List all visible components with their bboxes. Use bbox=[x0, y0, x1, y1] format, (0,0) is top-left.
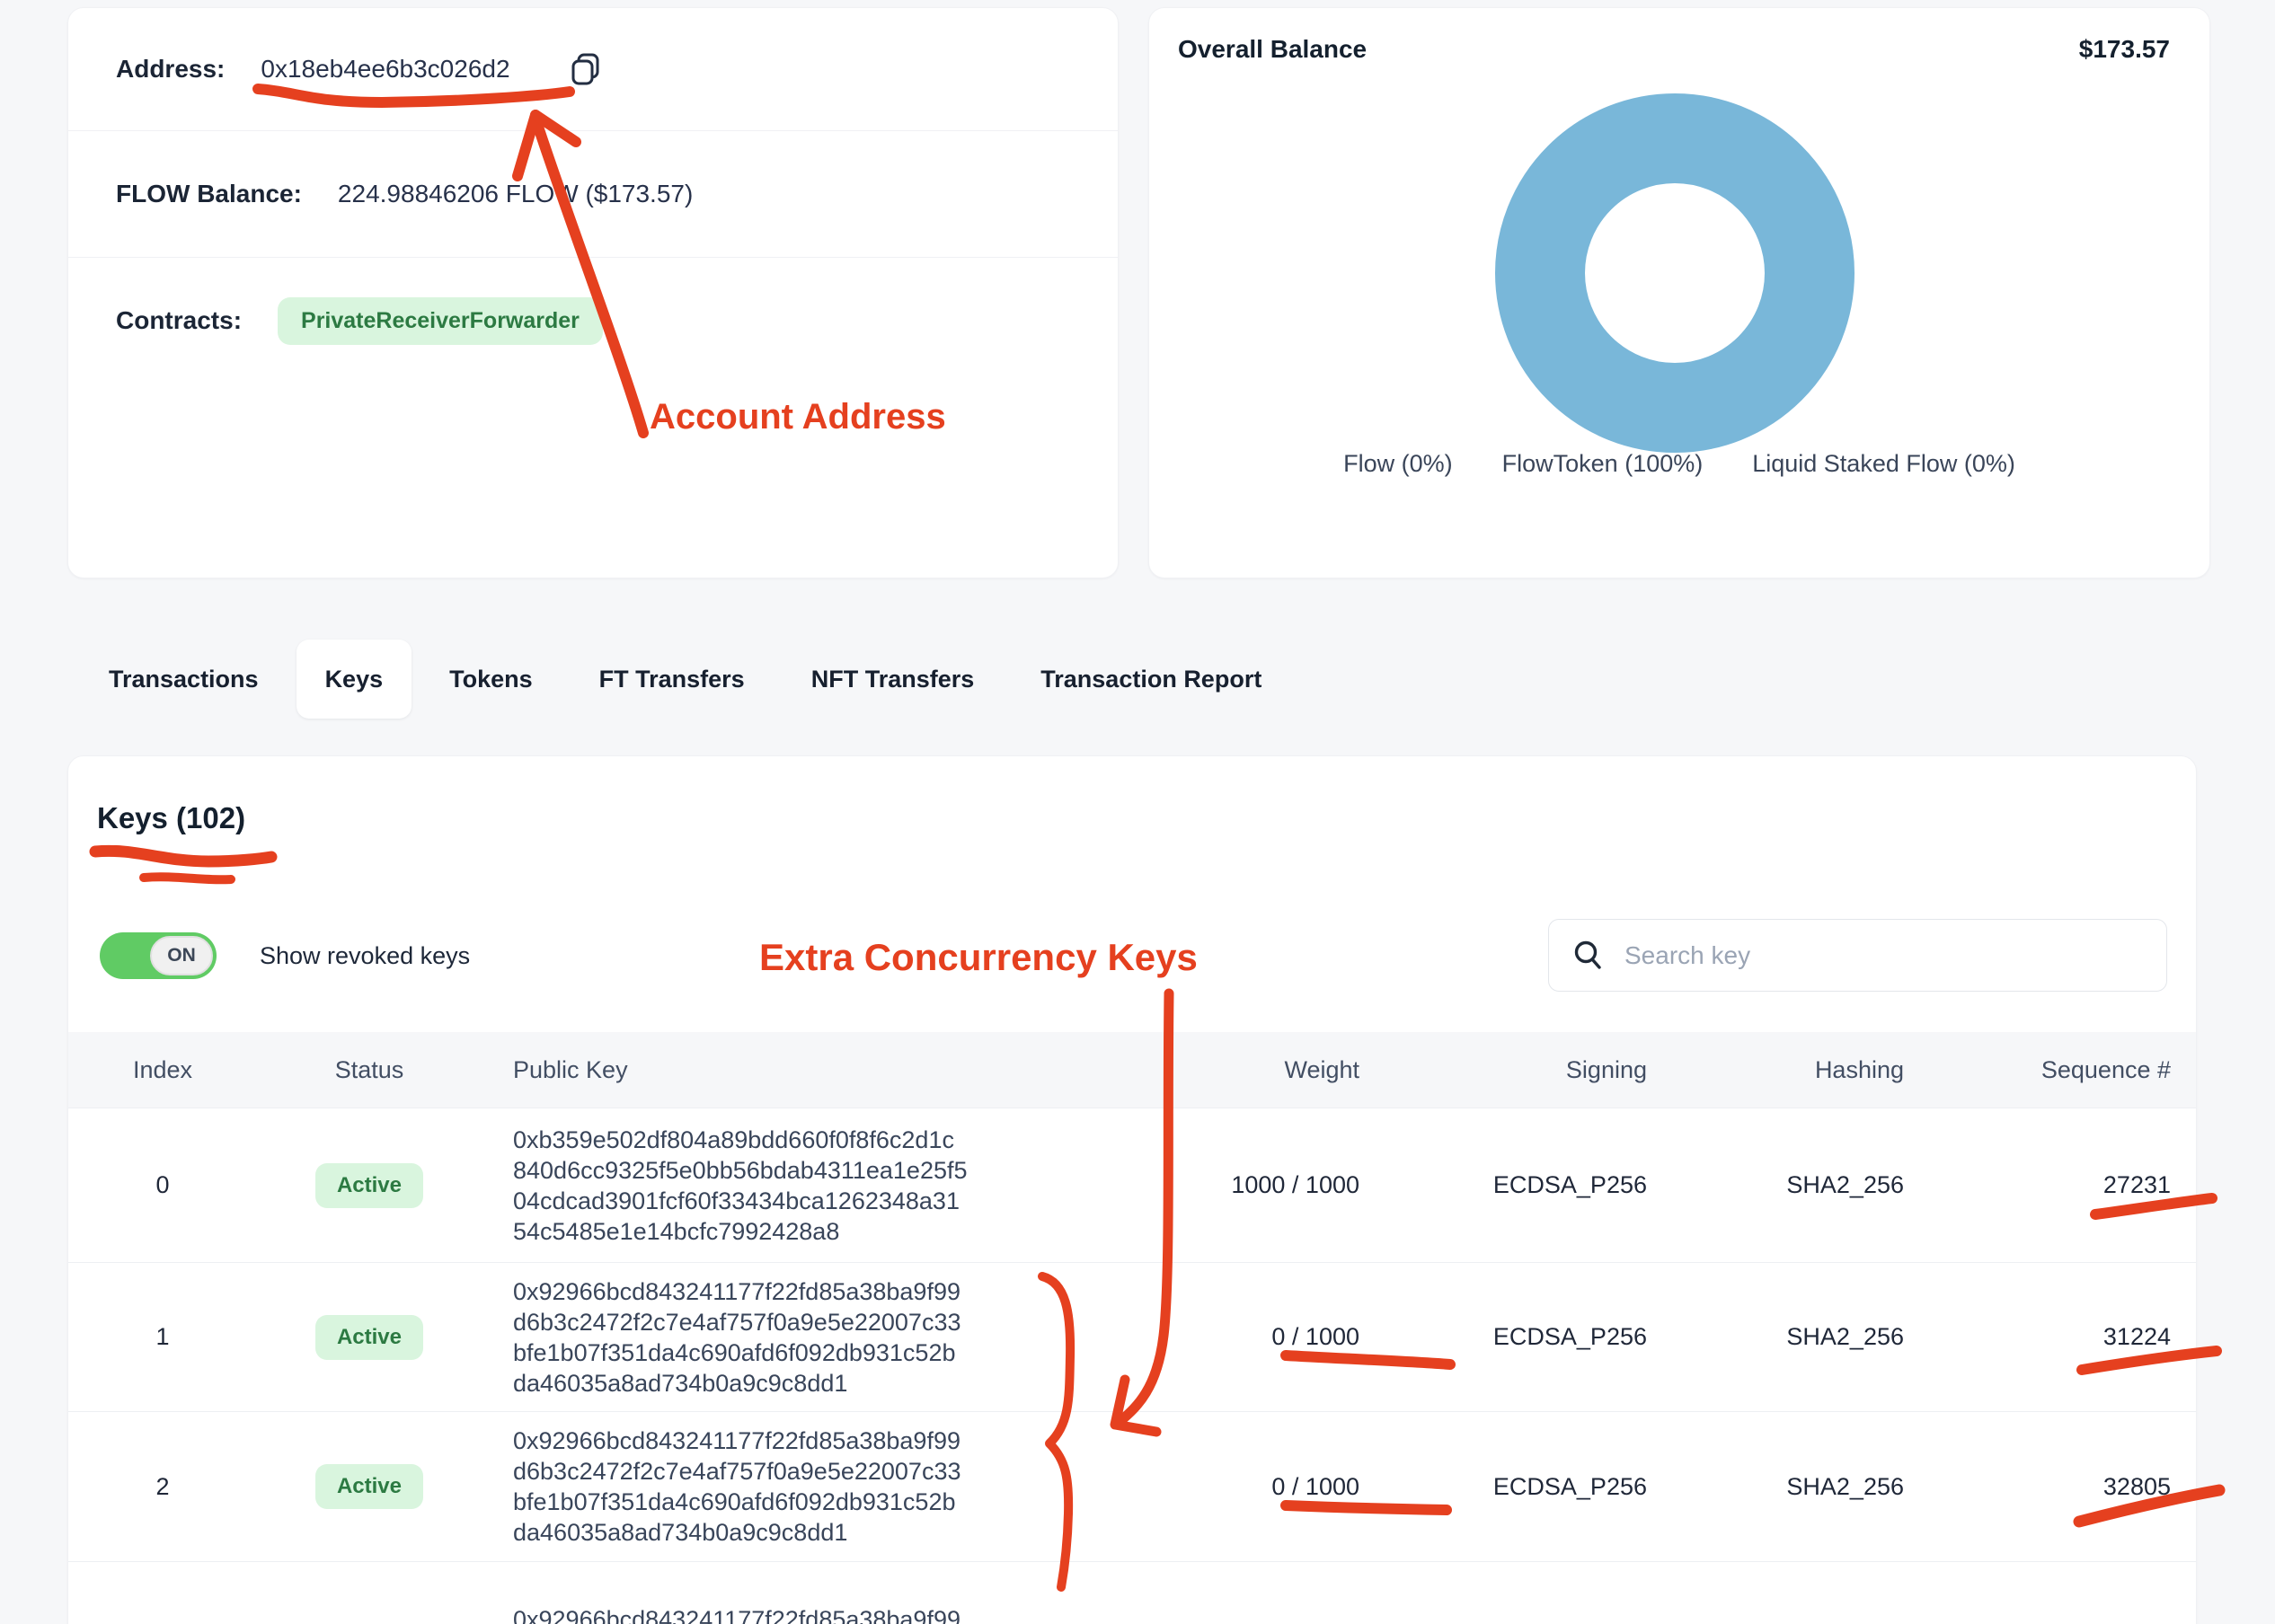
tab-keys[interactable]: Keys bbox=[296, 640, 412, 719]
status-badge: Active bbox=[314, 1464, 424, 1509]
key-sequence: 27231 bbox=[2102, 1171, 2171, 1198]
status-badge: Active bbox=[314, 1314, 424, 1360]
flow-balance-value: 224.98846206 FLOW ($173.57) bbox=[337, 180, 694, 207]
flow-balance-row: FLOW Balance: 224.98846206 FLOW ($173.57… bbox=[68, 131, 1118, 258]
key-weight: 0 / 1000 bbox=[1271, 1323, 1359, 1350]
table-row: 3 Active 0x92966bcd843241177f22fd85a38ba… bbox=[68, 1561, 2196, 1624]
keys-table-header: Index Status Public Key Weight Signing H… bbox=[68, 1032, 2196, 1108]
tab-transactions[interactable]: Transactions bbox=[109, 665, 259, 693]
key-hashing: SHA2_256 bbox=[1647, 1562, 1904, 1624]
keys-card: Keys (102) ON Show revoked keys Index St… bbox=[67, 755, 2197, 1624]
key-weight: 0 / 1000 bbox=[1271, 1472, 1359, 1500]
public-key: 0x92966bcd843241177f22fd85a38ba9f99 d6b3… bbox=[513, 1277, 961, 1397]
revoked-keys-toggle-row: ON Show revoked keys bbox=[100, 932, 470, 979]
key-index: 3 bbox=[68, 1562, 257, 1624]
balance-amount: $173.57 bbox=[2078, 35, 2170, 63]
tab-ft-transfers[interactable]: FT Transfers bbox=[598, 665, 745, 693]
key-hashing: SHA2_256 bbox=[1786, 1171, 1904, 1198]
col-index: Index bbox=[132, 1055, 193, 1083]
key-index: 1 bbox=[155, 1323, 170, 1350]
contracts-label: Contracts: bbox=[116, 306, 243, 334]
balance-card-title: Overall Balance bbox=[1178, 35, 1368, 63]
key-signing: ECDSA_P256 bbox=[1492, 1472, 1647, 1500]
key-index: 2 bbox=[155, 1472, 170, 1500]
col-weight: Weight bbox=[1284, 1055, 1359, 1083]
overall-balance-card: Overall Balance $173.57 Flow (0%) FlowTo… bbox=[1148, 7, 2210, 578]
show-revoked-keys-toggle[interactable]: ON bbox=[100, 932, 217, 979]
public-key: 0x92966bcd843241177f22fd85a38ba9f99 d6b3… bbox=[513, 1427, 961, 1546]
table-row: 2 Active 0x92966bcd843241177f22fd85a38ba… bbox=[68, 1411, 2196, 1561]
tab-tokens[interactable]: Tokens bbox=[449, 665, 533, 693]
key-index: 0 bbox=[155, 1171, 170, 1198]
key-signing: ECDSA_P256 bbox=[1492, 1323, 1647, 1350]
public-key: 0xb359e502df804a89bdd660f0f8f6c2d1c 840d… bbox=[513, 1125, 968, 1245]
keys-section-title: Keys (102) bbox=[97, 801, 246, 834]
tab-transaction-report[interactable]: Transaction Report bbox=[1040, 665, 1262, 693]
donut-segment-flowtoken bbox=[1495, 93, 1855, 453]
legend-item-liquid-staked-flow: Liquid Staked Flow (0%) bbox=[1752, 450, 2015, 477]
col-public-key: Public Key bbox=[513, 1055, 628, 1083]
keys-table: Index Status Public Key Weight Signing H… bbox=[68, 1032, 2196, 1624]
search-key-input[interactable] bbox=[1623, 940, 2166, 971]
key-search-box[interactable] bbox=[1548, 919, 2167, 992]
status-badge: Active bbox=[314, 1162, 424, 1208]
flow-balance-label: FLOW Balance: bbox=[116, 180, 302, 207]
contracts-row: Contracts: PrivateReceiverForwarder bbox=[68, 258, 1118, 384]
table-row: 1 Active 0x92966bcd843241177f22fd85a38ba… bbox=[68, 1262, 2196, 1411]
address-row: Address: 0x18eb4ee6b3c026d2 bbox=[68, 8, 1118, 131]
public-key: 0x92966bcd843241177f22fd85a38ba9f99 d6b3… bbox=[513, 1605, 960, 1624]
donut-legend: Flow (0%) FlowToken (100%) Liquid Staked… bbox=[1149, 450, 2209, 478]
copy-icon bbox=[571, 53, 599, 85]
search-icon bbox=[1574, 940, 1601, 969]
account-tabs: Transactions Keys Tokens FT Transfers NF… bbox=[80, 640, 1290, 719]
address-label: Address: bbox=[116, 55, 226, 83]
copy-address-button[interactable] bbox=[568, 50, 604, 88]
key-signing: ECDSA_P256 bbox=[1492, 1171, 1647, 1198]
balance-donut-chart bbox=[1495, 93, 1855, 453]
contract-badge[interactable]: PrivateReceiverForwarder bbox=[278, 296, 603, 345]
col-signing: Signing bbox=[1565, 1055, 1647, 1083]
key-sequence: 31224 bbox=[2102, 1323, 2171, 1350]
legend-item-flow: Flow (0%) bbox=[1343, 450, 1453, 477]
toggle-label: Show revoked keys bbox=[260, 941, 471, 969]
tab-nft-transfers[interactable]: NFT Transfers bbox=[810, 665, 975, 693]
table-row: 0 Active 0xb359e502df804a89bdd660f0f8f6c… bbox=[68, 1108, 2196, 1262]
col-status: Status bbox=[334, 1055, 404, 1083]
legend-item-flowtoken: FlowToken (100%) bbox=[1501, 450, 1704, 477]
toggle-knob: ON bbox=[150, 936, 213, 975]
key-sequence bbox=[1904, 1562, 2171, 1624]
key-hashing: SHA2_256 bbox=[1786, 1323, 1904, 1350]
key-hashing: SHA2_256 bbox=[1786, 1472, 1904, 1500]
col-sequence: Sequence # bbox=[2040, 1055, 2171, 1083]
account-info-card: Address: 0x18eb4ee6b3c026d2 FLOW Balance… bbox=[67, 7, 1119, 578]
key-weight: 1000 / 1000 bbox=[1231, 1171, 1359, 1198]
key-weight: 0 / 1000 bbox=[1052, 1562, 1359, 1624]
address-value: 0x18eb4ee6b3c026d2 bbox=[261, 55, 510, 83]
key-signing: ECDSA_P256 bbox=[1359, 1562, 1647, 1624]
key-sequence: 32805 bbox=[2102, 1472, 2171, 1500]
col-hashing: Hashing bbox=[1814, 1055, 1904, 1083]
